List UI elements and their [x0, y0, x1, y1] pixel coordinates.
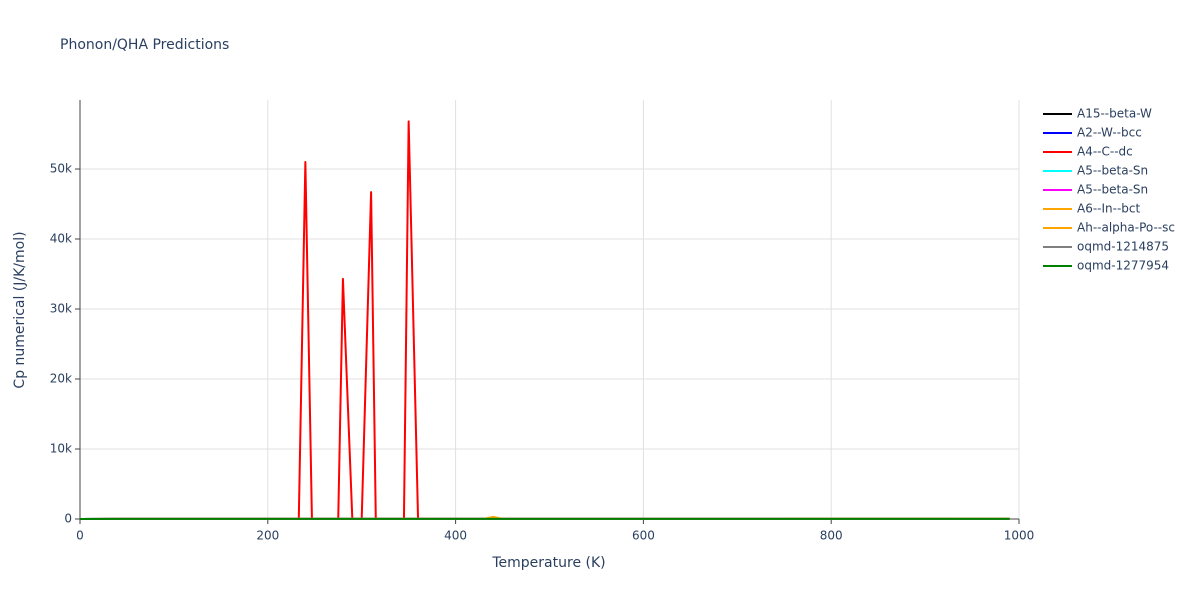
legend-label: A5--beta-Sn	[1077, 164, 1148, 178]
x-axis-label: Temperature (K)	[491, 555, 605, 571]
chart-title: Phonon/QHA Predictions	[60, 37, 229, 53]
y-tick-label: 50k	[50, 162, 72, 176]
y-axis-label: Cp numerical (J/K/mol)	[12, 231, 28, 388]
legend-label: A6--In--bct	[1077, 202, 1141, 216]
grid: 0 200 400 600 800 1000 0 10k 20k 30k 40k 50k	[50, 100, 1034, 543]
legend-label: A2--W--bcc	[1077, 126, 1142, 140]
y-tick-label: 10k	[50, 442, 72, 456]
y-tick-label: 30k	[50, 302, 72, 316]
x-tick-label: 1000	[1004, 529, 1035, 543]
legend-label: A15--beta-W	[1077, 107, 1152, 121]
legend-label: oqmd-1214875	[1077, 240, 1169, 254]
legend-label: A5--beta-Sn	[1077, 183, 1148, 197]
y-tick-label: 0	[64, 512, 72, 526]
x-tick-label: 400	[444, 529, 467, 543]
x-tick-label: 800	[820, 529, 843, 543]
x-tick-label: 600	[632, 529, 655, 543]
plot-area	[79, 120, 1010, 520]
legend: A15--beta-W A2--W--bcc A4--C--dc A5--beta-S…	[1043, 107, 1175, 273]
legend-label: Ah--alpha-Po--sc	[1077, 221, 1175, 235]
y-tick-label: 20k	[50, 372, 72, 386]
x-tick-label: 200	[256, 529, 279, 543]
series-line	[79, 120, 1010, 520]
y-tick-label: 40k	[50, 232, 72, 246]
legend-label: oqmd-1277954	[1077, 259, 1169, 273]
x-tick-label: 0	[76, 529, 84, 543]
legend-label: A4--C--dc	[1077, 145, 1133, 159]
